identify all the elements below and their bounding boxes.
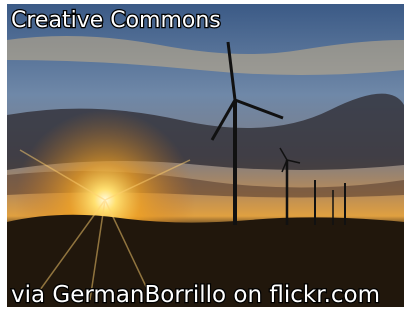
- page: Creative Commons via GermanBorrillo on f…: [0, 0, 411, 311]
- bottom-caption: via GermanBorrillo on flickr.com: [11, 282, 380, 308]
- top-caption: Creative Commons: [11, 8, 221, 33]
- photo-frame: Creative Commons via GermanBorrillo on f…: [0, 0, 411, 311]
- photo: [7, 4, 404, 307]
